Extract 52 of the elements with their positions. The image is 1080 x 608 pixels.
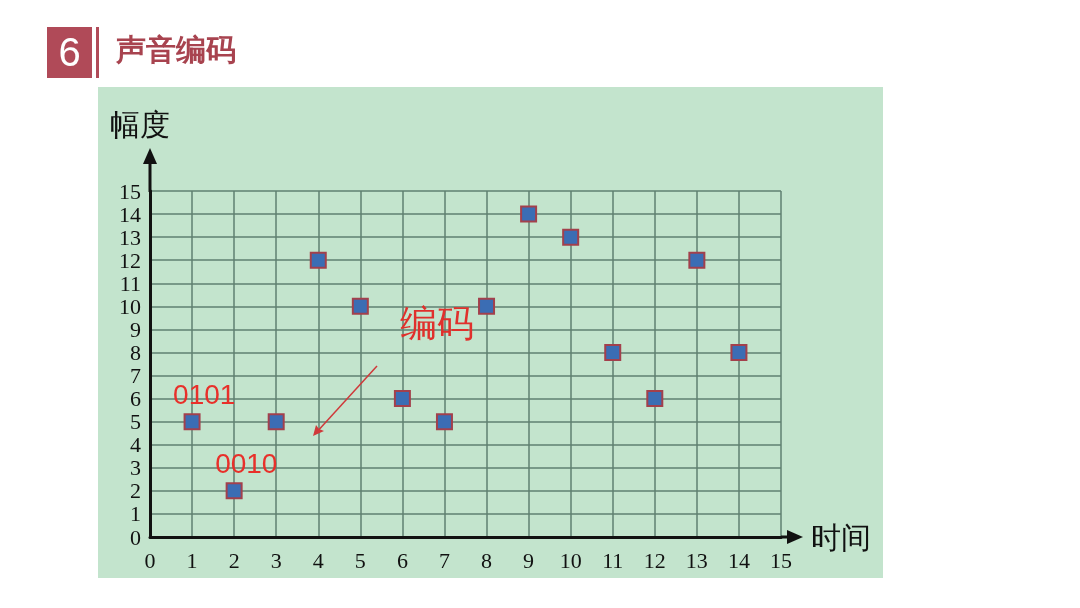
point <box>604 343 622 361</box>
point <box>646 390 664 408</box>
x-tick-label: 5 <box>354 547 366 573</box>
y-tick-label: 5 <box>130 409 141 435</box>
y-tick-label: 1 <box>130 501 141 527</box>
y-tick-label: 10 <box>119 293 141 319</box>
y-tick-label: 15 <box>119 178 141 204</box>
x-tick-label: 10 <box>559 547 582 573</box>
x-axis-title: 时间 <box>811 519 871 555</box>
y-tick-label: 7 <box>130 363 141 389</box>
x-tick-label: 13 <box>685 547 708 573</box>
y-axis-title: 幅度 <box>110 106 170 142</box>
x-tick-label: 11 <box>602 547 624 573</box>
y-tick-label: 9 <box>130 316 141 342</box>
annotation: 编码 <box>400 301 474 347</box>
y-tick-label: 0 <box>130 524 141 550</box>
point <box>562 228 580 246</box>
point <box>730 343 748 361</box>
point <box>478 297 496 315</box>
y-tick-label: 13 <box>119 224 141 250</box>
point <box>688 251 706 269</box>
x-tick-label: 15 <box>770 547 792 573</box>
x-tick-label: 7 <box>438 547 450 573</box>
chart-title: 声音编码 <box>116 31 236 69</box>
x-tick-label: 6 <box>396 547 408 573</box>
point <box>309 251 327 269</box>
point <box>435 413 453 431</box>
x-tick-label: 1 <box>186 547 198 573</box>
text: 6 <box>47 27 92 78</box>
y-tick-label: 2 <box>130 478 141 504</box>
y-tick-label: 11 <box>119 270 141 296</box>
y-tick-label: 12 <box>119 247 141 273</box>
point <box>351 297 369 315</box>
x-tick-label: 3 <box>270 547 282 573</box>
point <box>393 390 411 408</box>
y-tick-label: 8 <box>130 339 141 365</box>
point <box>183 413 201 431</box>
x-tick-label: 4 <box>312 547 324 573</box>
y-tick-label: 4 <box>130 432 141 458</box>
x-tick-label: 14 <box>727 547 750 573</box>
x-tick-label: 8 <box>481 547 493 573</box>
x-tick-label: 12 <box>643 547 666 573</box>
annotation: 0010 <box>215 448 278 480</box>
point <box>225 482 243 500</box>
point <box>267 413 285 431</box>
point <box>520 205 538 223</box>
annotation: 0101 <box>173 379 236 411</box>
x-tick-label: 9 <box>523 547 535 573</box>
y-tick-label: 6 <box>130 386 141 412</box>
y-tick-label: 14 <box>119 201 141 227</box>
x-tick-label: 2 <box>228 547 240 573</box>
y-tick-label: 3 <box>130 455 141 481</box>
